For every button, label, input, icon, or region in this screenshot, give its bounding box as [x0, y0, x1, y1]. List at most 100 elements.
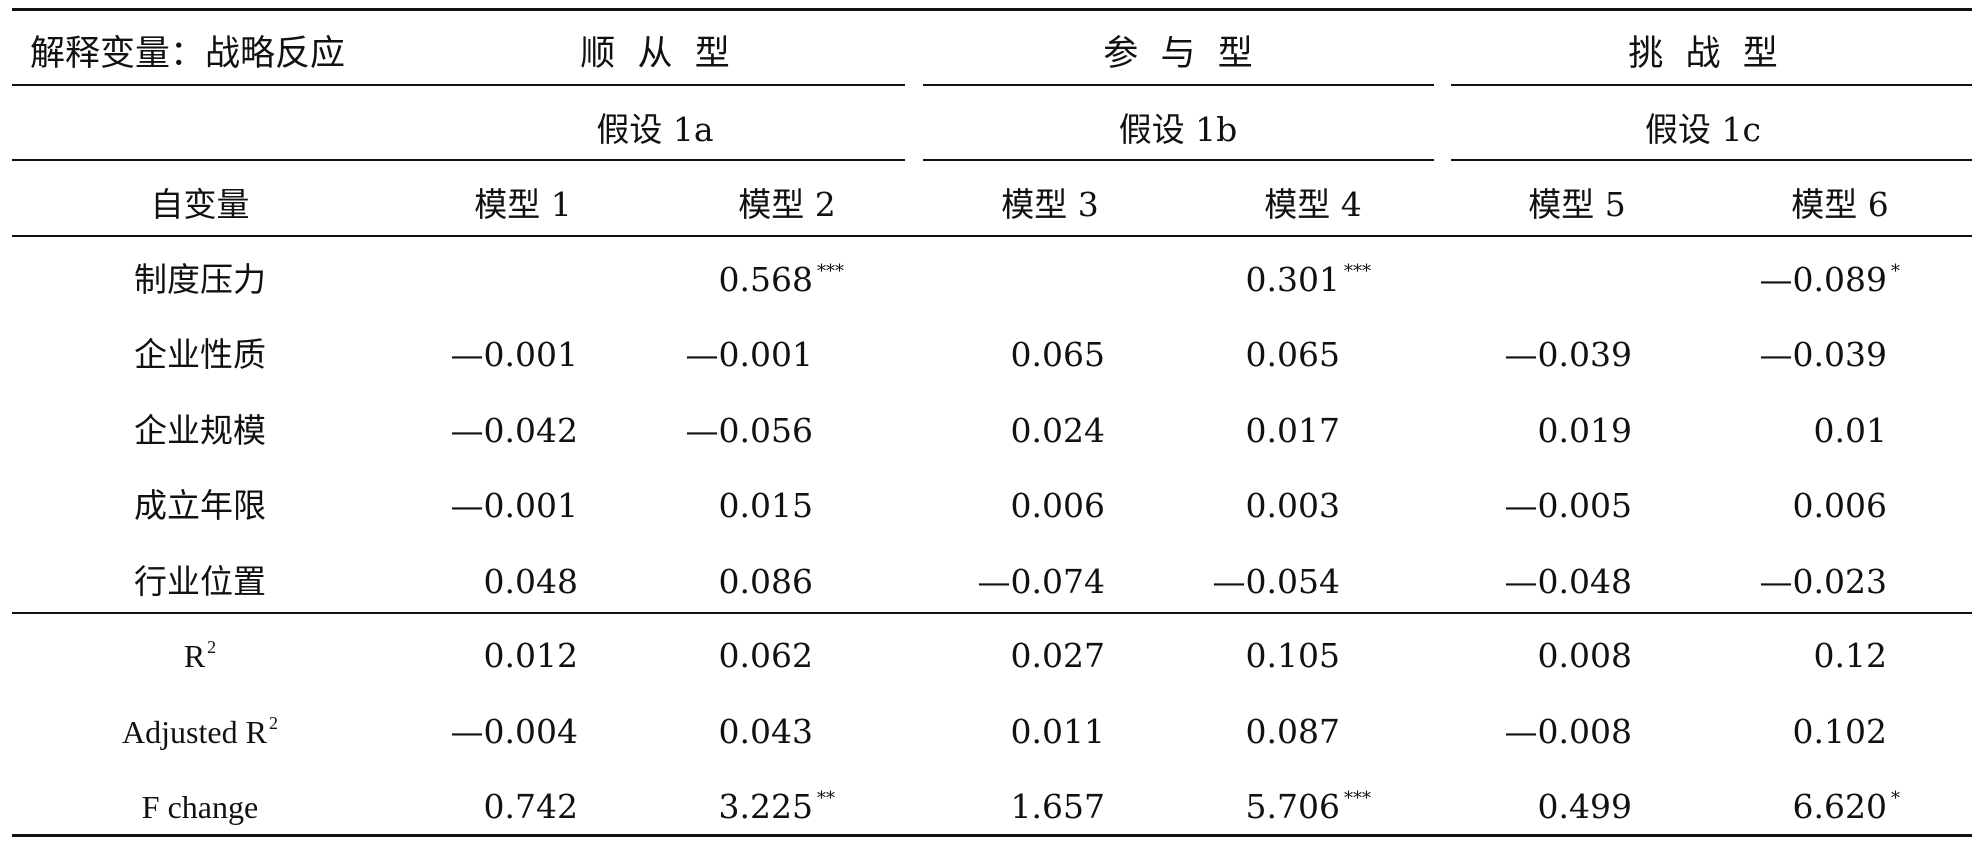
table-cell-model-2: 0.568	[719, 260, 813, 300]
cell-value: 6.620	[1792, 787, 1887, 826]
cell-value: 0.086	[718, 562, 813, 601]
table-cell-model-6: 0.006	[1793, 486, 1887, 526]
table-cell-model-2: 0.043	[719, 712, 813, 752]
table-cell-model-4: 0.105	[1246, 636, 1340, 676]
table-cell-model-5: —0.048	[1505, 562, 1632, 602]
row-label: 行业位置	[134, 562, 266, 602]
hypothesis-1c: 假设 1c	[1645, 110, 1761, 149]
table-cell-model-4: —0.054	[1213, 562, 1340, 602]
row-label: 成立年限	[134, 486, 266, 526]
significance-marker: **	[815, 787, 835, 827]
superscript: 2	[268, 713, 278, 733]
cell-value: 0.499	[1537, 787, 1632, 826]
table-cell-model-5: —0.008	[1505, 712, 1632, 752]
model-2-header: 模型 2	[738, 185, 836, 224]
cell-value: —0.089	[1759, 260, 1887, 299]
row-label-text: R	[183, 638, 206, 674]
row-label: 企业性质	[134, 335, 266, 375]
row-label: 企业规模	[134, 411, 266, 451]
table-cell-model-6: —0.089	[1760, 260, 1887, 300]
row-label-text: 制度压力	[134, 260, 266, 299]
cell-value: 0.006	[1010, 486, 1105, 525]
superscript: 2	[207, 637, 217, 657]
model-3-header: 模型 3	[1001, 185, 1099, 224]
table-cell-model-4: 0.017	[1246, 411, 1340, 451]
cell-value: —0.005	[1504, 486, 1632, 525]
cell-value: 0.012	[483, 636, 578, 675]
table-cell-model-4: 0.301	[1246, 260, 1340, 300]
table-cell-model-1: —0.004	[451, 712, 578, 752]
cell-value: 5.706	[1245, 787, 1340, 826]
table-cell-model-3: 0.065	[1011, 335, 1105, 375]
cell-value: 0.568	[718, 260, 813, 299]
model-4-header: 模型 4	[1264, 185, 1362, 224]
table-cell-model-5: 0.499	[1538, 787, 1632, 827]
table-cell-model-6: 6.620	[1793, 787, 1887, 827]
table-cell-model-3: 0.011	[1011, 712, 1105, 752]
cell-value: 0.003	[1245, 486, 1340, 525]
model-1-header: 模型 1	[474, 185, 572, 224]
cell-value: —0.008	[1504, 712, 1632, 751]
cell-value: 0.027	[1010, 636, 1105, 675]
table-cell-model-4: 0.065	[1246, 335, 1340, 375]
cell-value: —0.056	[685, 411, 813, 450]
row-label-text: 企业规模	[134, 411, 266, 450]
cell-value: 0.048	[483, 562, 578, 601]
cell-value: 0.017	[1245, 411, 1340, 450]
cell-value: 0.102	[1792, 712, 1887, 751]
significance-marker: *	[1889, 260, 1900, 300]
significance-marker: ***	[1342, 260, 1371, 300]
cell-value: 0.065	[1010, 335, 1105, 374]
table-cell-model-1: 0.048	[484, 562, 578, 602]
group-rule-3	[1451, 84, 1972, 86]
cell-value: 0.024	[1010, 411, 1105, 450]
table-cell-model-5: 0.008	[1538, 636, 1632, 676]
table-cell-model-6: 0.12	[1814, 636, 1887, 676]
table-cell-model-3: 0.024	[1011, 411, 1105, 451]
significance-marker: *	[1889, 787, 1900, 827]
bottom-rule	[12, 834, 1972, 837]
significance-marker: ***	[815, 260, 844, 300]
table-cell-model-6: —0.023	[1760, 562, 1887, 602]
cell-value: 0.301	[1245, 260, 1340, 299]
table-cell-model-1: —0.001	[451, 335, 578, 375]
table-cell-model-4: 0.087	[1246, 712, 1340, 752]
row-label: 制度压力	[134, 260, 266, 300]
cell-value: 0.006	[1792, 486, 1887, 525]
cell-value: 0.008	[1537, 636, 1632, 675]
row-label: F change	[142, 787, 258, 827]
cell-value: —0.048	[1504, 562, 1632, 601]
cell-value: 3.225	[718, 787, 813, 826]
table-cell-model-2: —0.001	[686, 335, 813, 375]
cell-value: —0.039	[1504, 335, 1632, 374]
table-cell-model-5: —0.039	[1505, 335, 1632, 375]
header-bottom-rule	[12, 235, 1972, 237]
cell-value: 0.043	[718, 712, 813, 751]
table-cell-model-5: 0.019	[1538, 411, 1632, 451]
table-cell-model-3: 1.657	[1011, 787, 1105, 827]
significance-marker: ***	[1342, 787, 1371, 827]
cell-value: —0.001	[450, 335, 578, 374]
table-cell-model-2: 0.015	[719, 486, 813, 526]
model-5-header: 模型 5	[1528, 185, 1626, 224]
row-label-text: 企业性质	[134, 335, 266, 374]
cell-value: 0.062	[718, 636, 813, 675]
group-rule-1	[12, 84, 905, 86]
stats-separator-rule	[12, 612, 1972, 614]
table-cell-model-6: 0.102	[1793, 712, 1887, 752]
hypothesis-rule-2	[923, 159, 1434, 161]
group-header-challenge: 挑 战 型	[1628, 34, 1778, 74]
cell-value: 1.657	[1010, 787, 1105, 826]
cell-value: 0.015	[718, 486, 813, 525]
top-rule	[12, 8, 1972, 11]
cell-value: —0.004	[450, 712, 578, 751]
significance-stars: *	[1891, 261, 1900, 282]
cell-value: 0.12	[1813, 636, 1887, 675]
cell-value: 0.065	[1245, 335, 1340, 374]
cell-value: —0.074	[977, 562, 1105, 601]
cell-value: 0.01	[1813, 411, 1887, 450]
model-6-header: 模型 6	[1791, 185, 1889, 224]
